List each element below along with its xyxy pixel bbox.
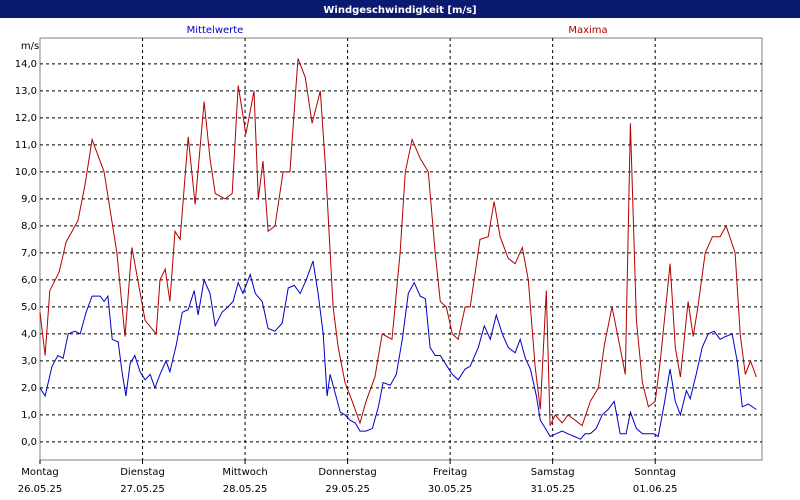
x-tick-date: 31.05.25 (530, 484, 575, 495)
x-tick-date: 28.05.25 (223, 484, 268, 495)
legend-entry: Maxima (568, 25, 607, 36)
x-tick-label: Samstag (531, 467, 575, 478)
x-tick-date: 27.05.25 (120, 484, 165, 495)
y-tick-label: 8,0 (21, 221, 37, 232)
title-bar (0, 0, 800, 18)
x-tick-label: Dienstag (120, 467, 165, 478)
x-tick-date: 30.05.25 (428, 484, 473, 495)
chart-title: Windgeschwindigkeit [m/s] (323, 5, 476, 16)
y-axis-label: m/s (21, 41, 39, 52)
data-line (39, 260, 757, 440)
y-tick-label: 4,0 (21, 329, 37, 340)
plot-area (39, 37, 763, 461)
y-tick-label: 7,0 (21, 248, 37, 259)
y-tick-label: 14,0 (15, 59, 37, 70)
y-tick-label: 11,0 (15, 140, 37, 151)
y-tick-label: 13,0 (15, 86, 37, 97)
y-tick-label: 2,0 (21, 383, 37, 394)
x-tick-label: Mittwoch (222, 467, 267, 478)
y-tick-label: 1,0 (21, 410, 37, 421)
y-tick-label: 12,0 (15, 113, 37, 124)
data-line (39, 58, 757, 427)
x-tick-date: 26.05.25 (18, 484, 63, 495)
legend-entry: Mittelwerte (187, 25, 244, 36)
y-tick-label: 5,0 (21, 302, 37, 313)
x-tick-date: 29.05.25 (325, 484, 370, 495)
x-tick-label: Donnerstag (318, 467, 376, 478)
x-tick-label: Freitag (433, 467, 467, 478)
x-tick-date: 01.06.25 (633, 484, 678, 495)
y-tick-label: 3,0 (21, 356, 37, 367)
y-tick-label: 9,0 (21, 194, 37, 205)
y-tick-label: 0,0 (21, 437, 37, 448)
x-tick-label: Montag (21, 467, 58, 478)
y-tick-label: 10,0 (15, 167, 37, 178)
y-tick-label: 6,0 (21, 275, 37, 286)
x-tick-label: Sonntag (634, 467, 676, 478)
